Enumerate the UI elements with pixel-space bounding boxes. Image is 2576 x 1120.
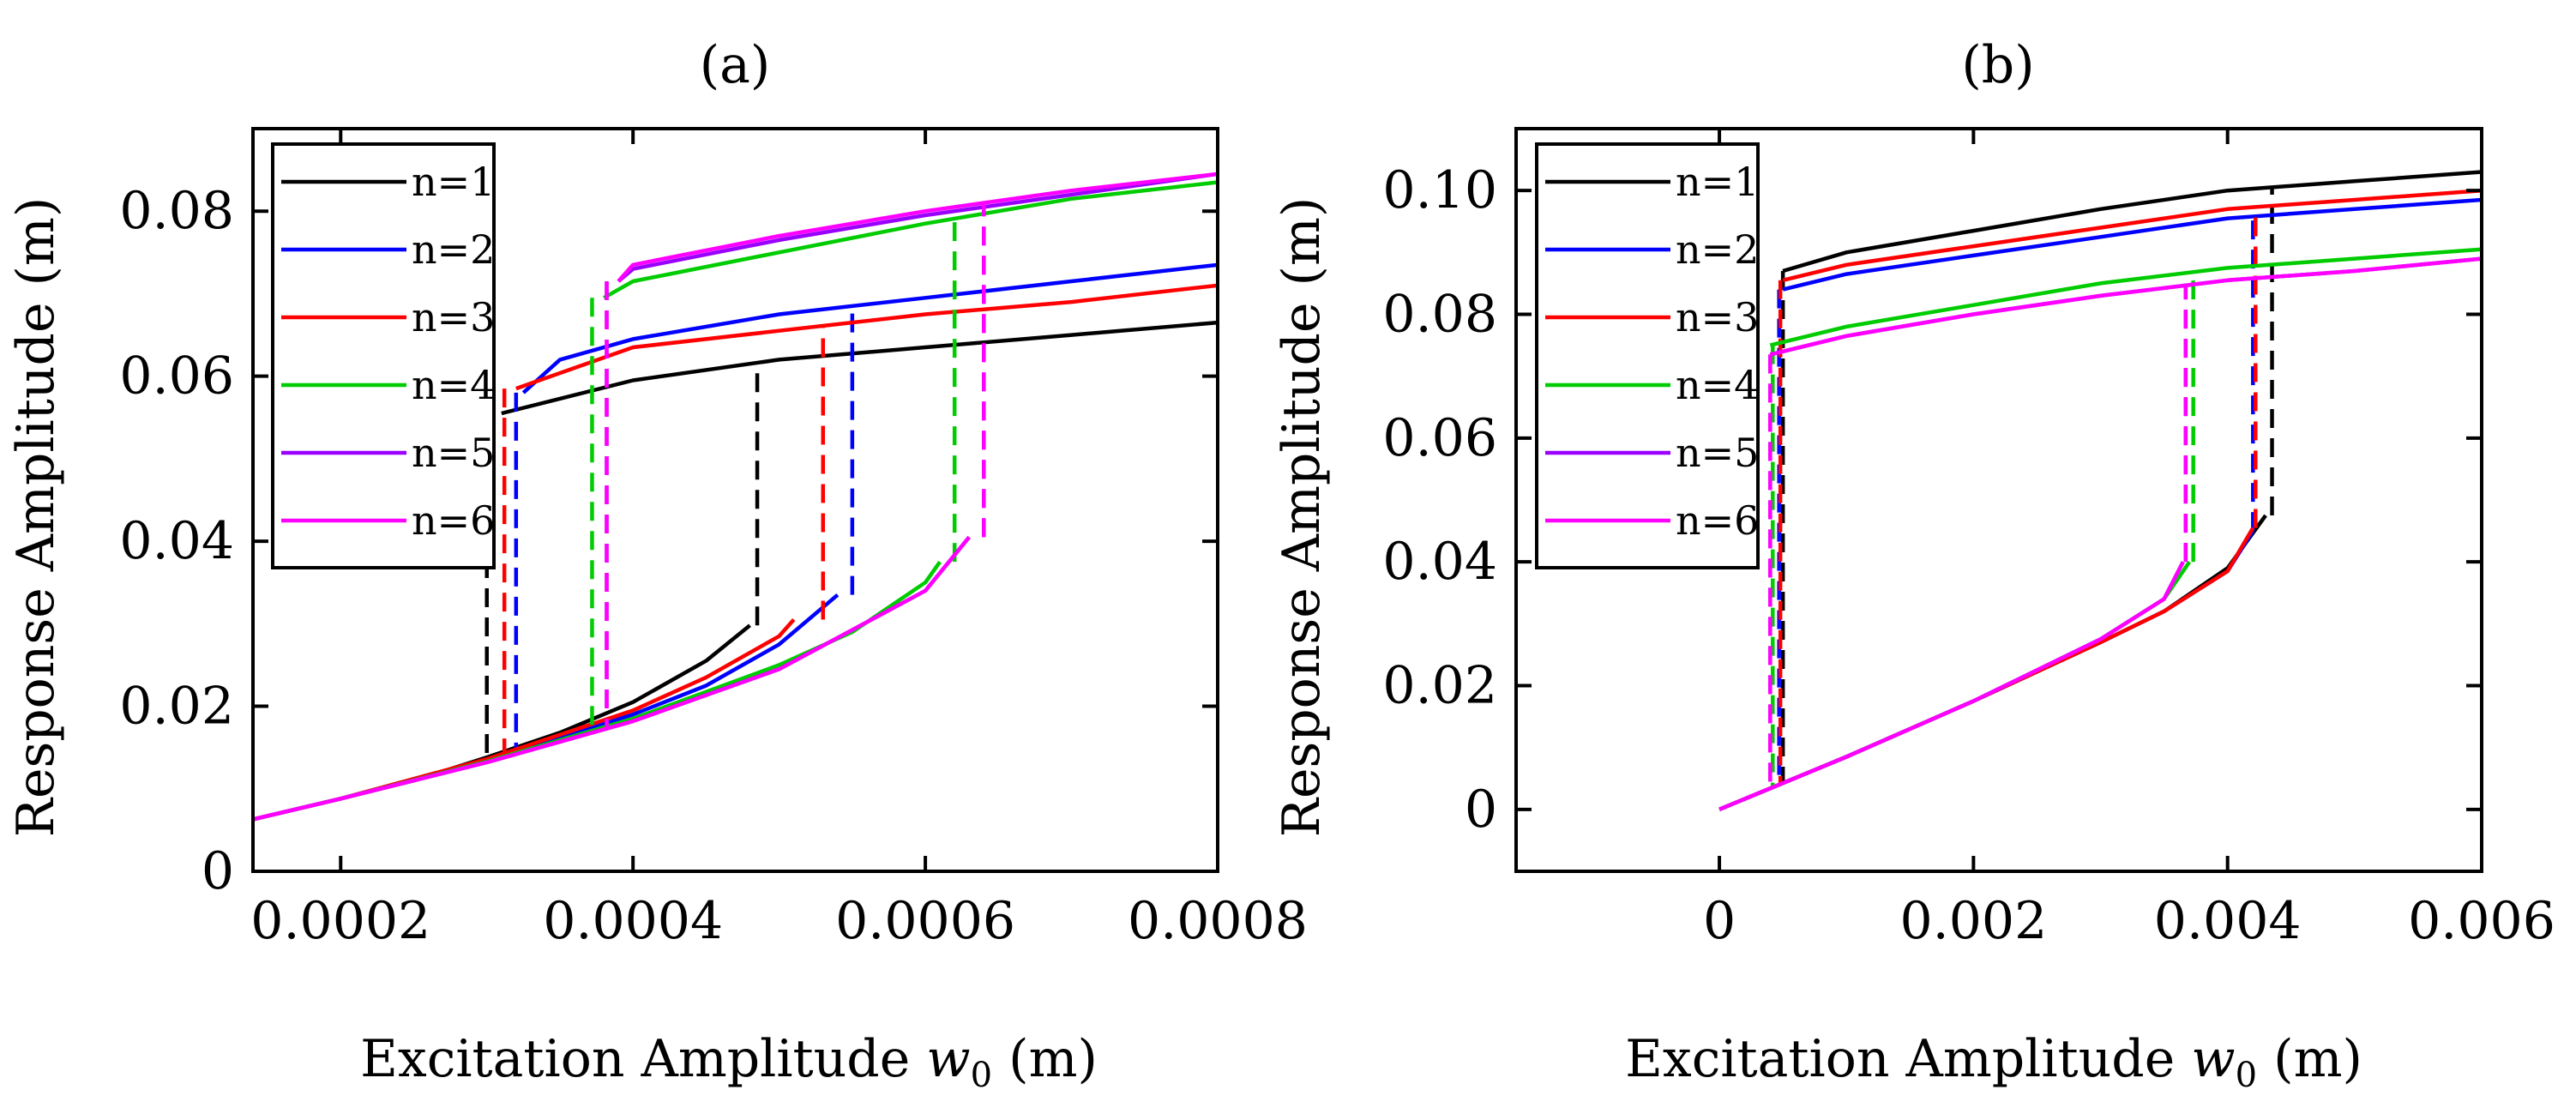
series-n=4-upper-branch	[1769, 247, 2482, 347]
legend-label: n=4	[1676, 362, 1759, 408]
panel-label: (a)	[700, 35, 771, 95]
panel-label: (b)	[1961, 35, 2034, 95]
y-tick-label: 0.04	[1382, 532, 1497, 592]
series-n=3-lower-branch	[253, 618, 796, 822]
series-n=6-lower-branch	[1718, 561, 2185, 811]
x-tick-label: 0.002	[1899, 891, 2047, 951]
legend-label: n=3	[1676, 294, 1759, 340]
x-axis-label: Excitation Amplitude w0 (m)	[360, 1029, 1098, 1095]
series-n=3-upper-branch	[1782, 188, 2482, 282]
legend-box	[271, 142, 496, 569]
y-axis-label: Response Amplitude (m)	[6, 197, 66, 837]
series-n=4-upper-branch	[602, 180, 1218, 300]
y-tick-label: 0	[202, 841, 234, 901]
y-tick-label: 0.04	[119, 511, 234, 571]
series-n=5-lower-branch	[253, 535, 971, 822]
legend-label: n=2	[412, 226, 495, 273]
series-n=3-upper-branch	[515, 283, 1218, 391]
plot-frame	[251, 127, 1219, 873]
legend-label: n=3	[412, 294, 495, 340]
chart-panel-b: (b) 0 0.002 0.004 0.006 0 0.02 0.04 0.06 0.08 0.10…	[1272, 35, 2555, 1095]
legend-label: n=1	[1676, 159, 1759, 205]
legend-label: n=5	[1676, 430, 1759, 476]
series-n=6-upper-branch	[617, 172, 1218, 283]
series-n=5-upper-branch	[617, 172, 1218, 283]
series-n=2-upper-branch	[1782, 197, 2482, 292]
series-n=6-upper-branch	[1769, 256, 2482, 357]
series-n=1-upper-branch	[1782, 170, 2482, 274]
legend-box	[1535, 142, 1760, 569]
y-tick-label: 0.06	[119, 346, 234, 406]
y-tick-label: 0.02	[119, 677, 234, 737]
chart-panel-a: (a) 0.0002 0.0004 0.0006 0.0008 0 0.02 0.04 0.06…	[6, 35, 1308, 1095]
x-tick-label: 0.004	[2154, 891, 2302, 951]
series-n=5-upper-branch	[1769, 256, 2482, 357]
legend-label: n=1	[412, 159, 495, 205]
y-tick-label: 0.08	[119, 181, 234, 241]
y-tick-label: 0.02	[1382, 656, 1497, 716]
series-n=1-upper-branch	[501, 320, 1218, 416]
series-n=2-lower-branch	[1718, 529, 2255, 811]
legend-label: n=2	[1676, 226, 1759, 273]
legend: n=1 n=2 n=3 n=4 n=5 n=6	[271, 142, 496, 569]
series-n=4-lower-branch	[253, 560, 942, 822]
x-tick-label: 0.0006	[835, 891, 1015, 951]
y-tick-label: 0.08	[1382, 285, 1497, 345]
x-tick-label: 0	[1703, 891, 1736, 951]
plot-frame	[1514, 127, 2483, 873]
legend-label: n=6	[1676, 497, 1759, 544]
x-tick-label: 0.0008	[1128, 891, 1308, 951]
series-n=5-lower-branch	[1718, 561, 2185, 811]
y-axis-label: Response Amplitude (m)	[1272, 197, 1332, 837]
series-n=2-lower-branch	[253, 593, 840, 822]
legend-label: n=4	[412, 362, 495, 408]
y-tick-label: 0.10	[1382, 160, 1497, 220]
series-n=1-lower-branch	[253, 623, 751, 822]
series-n=6-lower-branch	[253, 535, 971, 822]
legend-label: n=5	[412, 430, 495, 476]
legend: n=1 n=2 n=3 n=4 n=5 n=6	[1535, 142, 1760, 569]
plot-area	[253, 172, 1218, 822]
y-tick-label: 0.06	[1382, 408, 1497, 468]
x-tick-label: 0.0004	[543, 891, 723, 951]
series-n=3-lower-branch	[1718, 527, 2255, 811]
x-tick-label: 0.0002	[250, 891, 430, 951]
y-tick-label: 0	[1465, 780, 1497, 840]
legend-label: n=6	[412, 497, 495, 544]
x-axis-label: Excitation Amplitude w0 (m)	[1625, 1029, 2362, 1095]
series-n=2-upper-branch	[521, 262, 1218, 394]
series-n=4-lower-branch	[1718, 560, 2192, 811]
x-tick-label: 0.006	[2408, 891, 2555, 951]
plot-area	[1718, 170, 2482, 811]
